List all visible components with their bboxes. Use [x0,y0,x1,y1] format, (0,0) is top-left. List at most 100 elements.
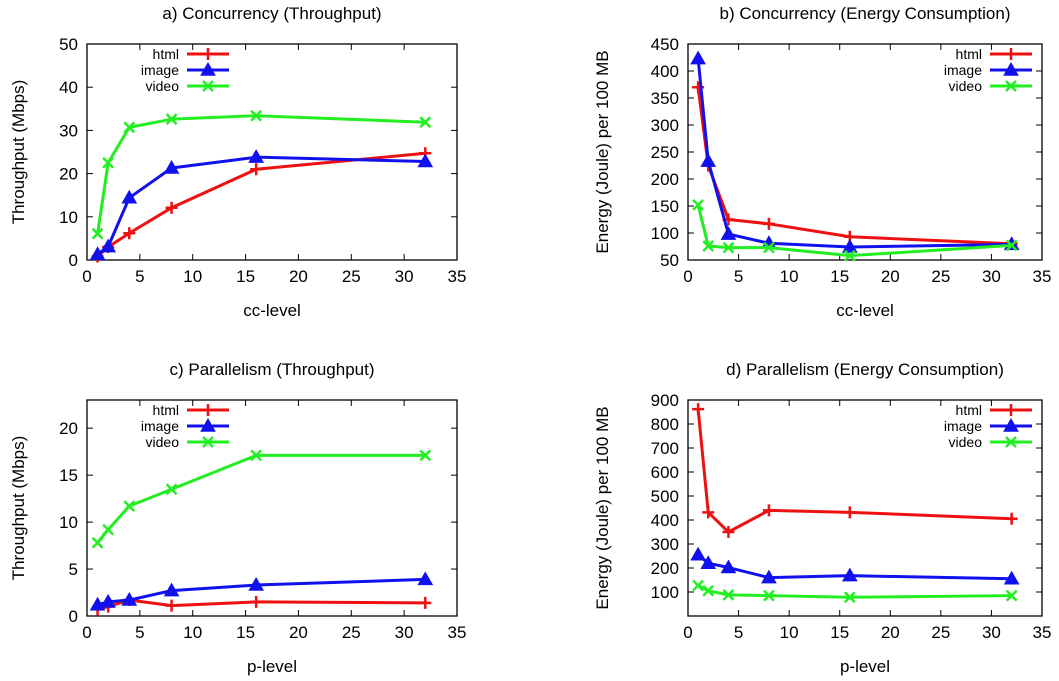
series-line-image [697,553,1012,581]
x-tick-label: 30 [982,623,1001,642]
data-point-html [692,403,705,416]
x-tick-label: 25 [342,623,361,642]
y-tick-label: 15 [59,466,78,485]
y-tick-label: 10 [59,208,78,227]
x-axis-label: p-level [840,657,890,676]
y-tick-label: 100 [651,583,679,602]
data-point-video [702,240,715,252]
data-point-video [123,121,136,134]
x-tick-label: 20 [289,267,308,286]
data-point-image [163,159,180,174]
x-tick-label: 10 [780,267,799,286]
legend-label: video [949,78,983,94]
legend-marker-html [202,48,214,60]
data-point-image [720,226,737,240]
y-tick-label: 250 [651,143,679,162]
x-tick-label: 0 [683,623,692,642]
x-tick-label: 35 [1033,623,1052,642]
data-point-video [692,199,704,211]
data-point-image [700,153,717,167]
plot-frame [86,43,458,261]
y-tick-label: 500 [651,487,679,506]
y-tick-label: 100 [651,224,679,243]
x-tick-label: 10 [183,267,202,286]
x-tick-label: 15 [236,267,255,286]
x-tick-label: 30 [395,267,414,286]
y-tick-label: 150 [651,197,679,216]
data-point-image [720,559,737,574]
data-point-html [762,504,775,517]
data-point-video [123,500,136,513]
x-tick-label: 30 [395,623,414,642]
y-tick-label: 20 [59,419,78,438]
legend-label: image [141,418,179,434]
data-point-video [722,588,735,601]
x-tick-label: 35 [1033,267,1052,286]
data-point-video [843,591,856,604]
data-point-video [91,227,104,240]
x-tick-label: 30 [982,267,1001,286]
y-axis-label: Throughput (Mbps) [9,80,28,225]
series-line-image [696,58,1012,249]
y-tick-label: 5 [69,560,78,579]
data-point-video [165,113,178,126]
legend-label: html [153,46,179,62]
data-point-video [102,156,115,169]
y-tick-label: 200 [651,559,679,578]
y-axis-label: Throughput (Mbps) [9,436,28,581]
data-point-image [1003,570,1020,585]
data-point-image [417,571,434,586]
series-line-image [96,155,426,256]
legend-label: html [956,46,982,62]
legend-label: html [153,402,179,418]
data-point-image [761,569,777,584]
chart-panel-d: d) Parallelism (Energy Consumption) p-le… [593,360,1051,676]
data-point-html [702,506,715,519]
legend-marker-video [1005,80,1017,92]
legend-marker-image [200,61,216,76]
x-tick-label: 15 [830,267,849,286]
x-tick-label: 35 [448,267,467,286]
data-point-image [690,546,706,561]
x-tick-label: 10 [780,623,799,642]
data-point-html [419,596,432,609]
data-point-image [700,555,717,569]
x-tick-label: 35 [448,623,467,642]
chart-title: c) Parallelism (Throughput) [169,360,374,379]
data-point-image [89,246,106,261]
data-point-image [121,592,138,606]
data-point-html [165,201,178,214]
y-tick-label: 300 [651,535,679,554]
data-point-video [91,536,104,549]
data-point-html [843,506,856,519]
y-tick-label: 0 [69,607,78,626]
data-point-html [250,595,263,608]
data-point-image [841,567,858,582]
data-point-html [250,163,263,176]
legend-marker-image [1003,61,1019,76]
x-tick-label: 5 [135,267,144,286]
plot-frame [687,399,1043,617]
x-tick-label: 20 [289,623,308,642]
y-tick-label: 40 [59,78,78,97]
chart-title: d) Parallelism (Energy Consumption) [726,360,1004,379]
legend-marker-video [1005,436,1017,448]
chart-panel-a: a) Concurrency (Throughput) cc-level Thr… [9,4,466,320]
legend-marker-video [202,80,214,92]
x-tick-label: 0 [82,623,91,642]
data-point-image [100,593,117,608]
y-tick-label: 400 [651,511,679,530]
series-line-video [96,114,426,234]
x-tick-label: 25 [931,623,950,642]
data-point-video [722,241,735,254]
series-line-video [697,584,1012,599]
y-tick-label: 30 [59,121,78,140]
y-tick-label: 50 [660,251,679,270]
data-point-image [248,149,265,163]
data-point-video [1005,589,1018,602]
legend-marker-image [1003,417,1019,432]
x-tick-label: 10 [183,623,202,642]
data-point-video [419,116,432,129]
y-tick-label: 200 [651,170,679,189]
legend-marker-html [1005,48,1017,60]
